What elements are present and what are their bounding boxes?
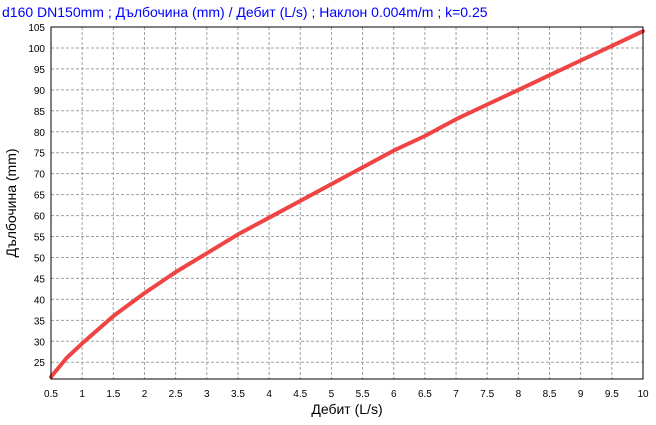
x-tick-label: 2 — [142, 389, 148, 400]
x-tick-label: 1 — [79, 389, 85, 400]
y-axis-label: Дълбочина (mm) — [3, 148, 19, 257]
y-tick-label: 55 — [34, 233, 46, 244]
x-tick-label: 2.5 — [169, 389, 183, 400]
x-tick-label: 10 — [637, 389, 649, 400]
y-tick-label: 70 — [34, 170, 46, 181]
y-tick-label: 35 — [34, 316, 46, 327]
x-tick-label: 8 — [516, 389, 522, 400]
x-tick-label: 7 — [453, 389, 459, 400]
chart-title: d160 DN150mm ; Дълбочина (mm) / Дебит (L… — [2, 4, 488, 20]
y-tick-label: 80 — [34, 128, 46, 139]
y-tick-label: 75 — [34, 149, 46, 160]
y-tick-label: 105 — [28, 23, 45, 34]
series-line — [49, 29, 645, 379]
y-tick-label: 90 — [34, 86, 46, 97]
x-tick-label: 0.5 — [44, 389, 58, 400]
y-tick-label: 50 — [34, 253, 46, 264]
x-tick-label: 9 — [578, 389, 584, 400]
grid-lines — [50, 26, 644, 379]
x-tick-label: 9.5 — [605, 389, 619, 400]
y-tick-label: 30 — [34, 337, 46, 348]
y-tick-label: 85 — [34, 107, 46, 118]
y-tick-label: 65 — [34, 191, 46, 202]
series-layer — [49, 29, 645, 379]
y-tick-label: 100 — [28, 44, 45, 55]
x-tick-label: 1.5 — [106, 389, 120, 400]
x-tick-label: 6 — [391, 389, 397, 400]
y-tick-label: 95 — [34, 65, 46, 76]
x-tick-label: 3.5 — [231, 389, 245, 400]
y-tick-label: 45 — [34, 274, 46, 285]
y-tick-label: 40 — [34, 295, 46, 306]
y-tick-label: 60 — [34, 212, 46, 223]
x-tick-label: 4 — [266, 389, 272, 400]
x-tick-label: 5 — [329, 389, 335, 400]
x-tick-label: 4.5 — [293, 389, 307, 400]
x-tick-label: 3 — [204, 389, 210, 400]
x-tick-label: 6.5 — [418, 389, 432, 400]
plot-frame — [50, 26, 644, 380]
x-tick-label: 8.5 — [543, 389, 557, 400]
y-tick-labels: 25 30 35 40 45 50 55 60 65 70 75 80 85 90 95 100 105 — [28, 23, 45, 369]
x-tick-labels: 0.5 1 1.5 2 2.5 3 3.5 4 4.5 5 5.5 6 6.5 7 7.5 8 8.5 9 9.5 1… — [44, 389, 649, 400]
x-axis-label: Дебит (L/s) — [311, 401, 382, 417]
x-tick-label: 5.5 — [356, 389, 370, 400]
x-tick-label: 7.5 — [480, 389, 494, 400]
y-tick-label: 25 — [34, 358, 46, 369]
